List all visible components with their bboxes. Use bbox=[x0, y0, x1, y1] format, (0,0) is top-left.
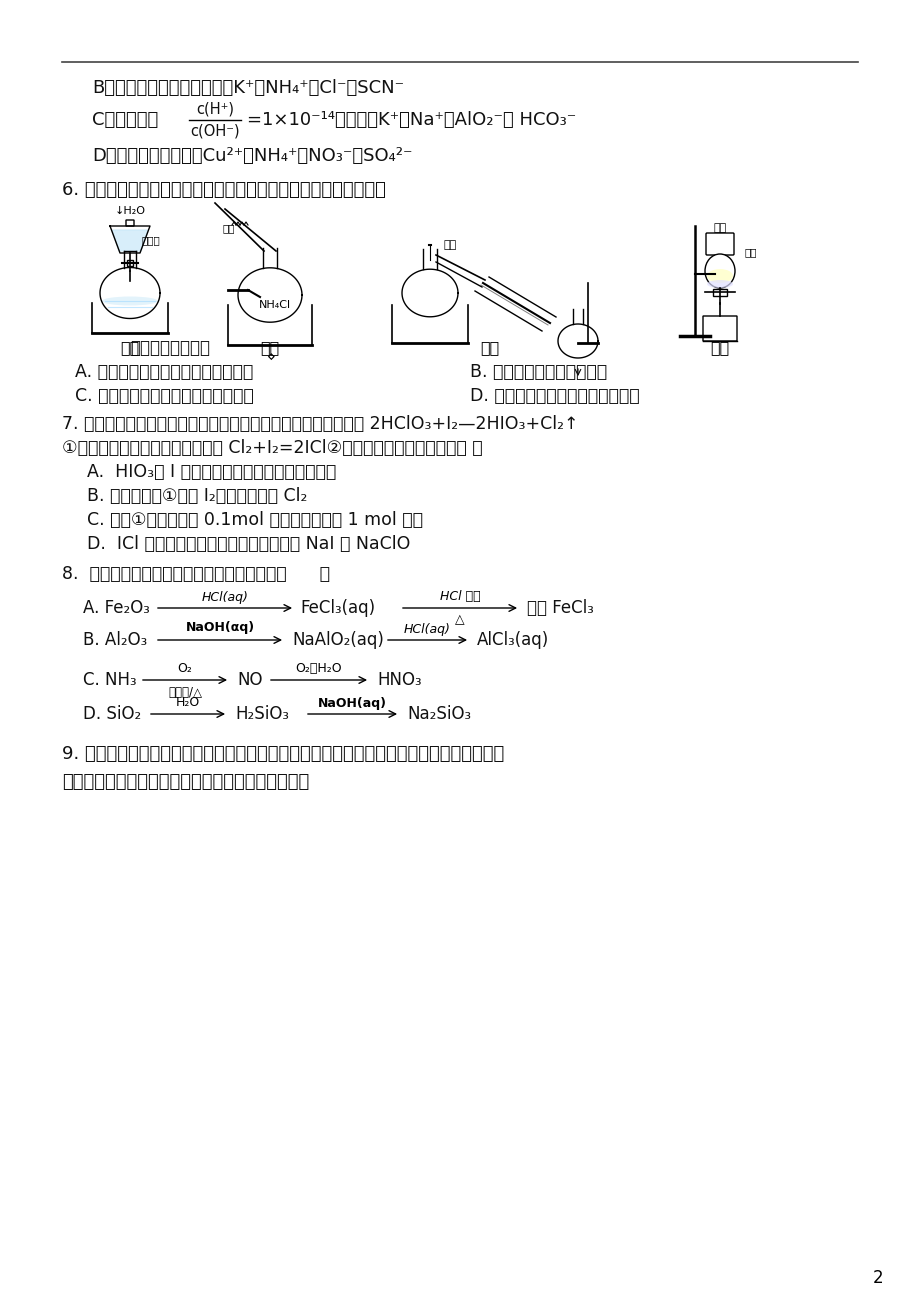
Text: NaOH(αq): NaOH(αq) bbox=[186, 621, 255, 634]
Text: 图丁: 图丁 bbox=[709, 341, 729, 355]
Text: ①，若碘单质过量，还会发生反应 Cl₂+I₂=2ICl②。下列有关说法正确的是（ ）: ①，若碘单质过量，还会发生反应 Cl₂+I₂=2ICl②。下列有关说法正确的是（… bbox=[62, 439, 482, 457]
Bar bbox=[127, 260, 133, 266]
Text: 6. 用下列实验装置和方法进行相应实验，能达到实验目的的是（）: 6. 用下列实验装置和方法进行相应实验，能达到实验目的的是（） bbox=[62, 181, 385, 199]
Text: NO: NO bbox=[237, 671, 262, 689]
Text: 棉花: 棉花 bbox=[222, 223, 234, 233]
Text: 7. 氯酸是强酸，在酸性介质中是强氧化剂，可与碘单质发生反应 2HClO₃+I₂—2HIO₃+Cl₂↑: 7. 氯酸是强酸，在酸性介质中是强氧化剂，可与碘单质发生反应 2HClO₃+I₂… bbox=[62, 415, 578, 434]
Text: 图甲: 图甲 bbox=[120, 341, 140, 355]
Text: H₂SiO₃: H₂SiO₃ bbox=[234, 704, 289, 723]
Text: O₂: O₂ bbox=[177, 663, 192, 676]
Text: C. NH₃: C. NH₃ bbox=[83, 671, 137, 689]
Text: D. 用图丁所示装置分离乙醇与乙酸: D. 用图丁所示装置分离乙醇与乙酸 bbox=[470, 387, 639, 405]
Ellipse shape bbox=[102, 297, 158, 306]
Text: A. Fe₂O₃: A. Fe₂O₃ bbox=[83, 599, 150, 617]
Text: 8.  下列物质转化在给定条件下不能实现的是（      ）: 8. 下列物质转化在给定条件下不能实现的是（ ） bbox=[62, 565, 330, 583]
Text: NaOH(aq): NaOH(aq) bbox=[317, 697, 386, 710]
Text: B. 化学方程式①表明 I₂的氧化性强于 Cl₂: B. 化学方程式①表明 I₂的氧化性强于 Cl₂ bbox=[76, 487, 307, 505]
Text: FeCl₃(aq): FeCl₃(aq) bbox=[300, 599, 375, 617]
Text: D.  ICl 在烧碱溶液中发生水解，生成物为 NaI 和 NaClO: D. ICl 在烧碱溶液中发生水解，生成物为 NaI 和 NaClO bbox=[76, 535, 410, 553]
Text: 乙醇: 乙醇 bbox=[712, 223, 726, 233]
Text: HCl(aq): HCl(aq) bbox=[201, 591, 248, 604]
FancyBboxPatch shape bbox=[702, 316, 736, 341]
Text: 止水夹: 止水夹 bbox=[142, 234, 161, 245]
Text: 2: 2 bbox=[872, 1269, 882, 1286]
Text: 图甲图乙图丙图丁: 图甲图乙图丙图丁 bbox=[130, 339, 210, 357]
Text: NaAlO₂(aq): NaAlO₂(aq) bbox=[291, 631, 383, 648]
Text: B. 用图乙所示装置制取氨气: B. 用图乙所示装置制取氨气 bbox=[470, 363, 607, 381]
Text: D．澄清透明的溶液：Cu²⁺、NH₄⁺、NO₃⁻、SO₄²⁻: D．澄清透明的溶液：Cu²⁺、NH₄⁺、NO₃⁻、SO₄²⁻ bbox=[92, 147, 412, 165]
Text: Na₂SiO₃: Na₂SiO₃ bbox=[406, 704, 471, 723]
Text: △: △ bbox=[455, 613, 464, 626]
FancyBboxPatch shape bbox=[126, 220, 134, 227]
Text: HNO₃: HNO₃ bbox=[377, 671, 421, 689]
Text: 无水 FeCl₃: 无水 FeCl₃ bbox=[527, 599, 594, 617]
Text: A. 用图甲所示方法检查装置的气密性: A. 用图甲所示方法检查装置的气密性 bbox=[75, 363, 253, 381]
Ellipse shape bbox=[706, 280, 732, 288]
Text: 图乙: 图乙 bbox=[260, 341, 279, 355]
Text: D. SiO₂: D. SiO₂ bbox=[83, 704, 142, 723]
Text: 9. 现有一瓶标签上注明为葡萄糖酸盐（钠、镁、钙、铁）的复合制剂，某同学为了确认其成: 9. 现有一瓶标签上注明为葡萄糖酸盐（钠、镁、钙、铁）的复合制剂，某同学为了确认… bbox=[62, 745, 504, 763]
Text: c(OH⁻): c(OH⁻) bbox=[190, 124, 240, 138]
Text: 乙酸: 乙酸 bbox=[744, 247, 756, 256]
Text: ↓H₂O: ↓H₂O bbox=[114, 206, 145, 216]
Text: 催化剂/△: 催化剂/△ bbox=[168, 685, 202, 698]
Text: 图丙: 图丙 bbox=[480, 341, 499, 355]
Text: C．常温下，: C．常温下， bbox=[92, 111, 158, 129]
Text: HCl(aq): HCl(aq) bbox=[403, 622, 450, 635]
Ellipse shape bbox=[704, 254, 734, 288]
Text: HCl 气流: HCl 气流 bbox=[439, 591, 480, 604]
Text: c(H⁺): c(H⁺) bbox=[196, 102, 233, 116]
Polygon shape bbox=[112, 230, 148, 251]
Text: NH₄Cl: NH₄Cl bbox=[258, 299, 290, 310]
Text: B．加入苯酚显紫色的溶液：K⁺、NH₄⁺、Cl⁻、SCN⁻: B．加入苯酚显紫色的溶液：K⁺、NH₄⁺、Cl⁻、SCN⁻ bbox=[92, 79, 403, 98]
Text: B. Al₂O₃: B. Al₂O₃ bbox=[83, 631, 147, 648]
Text: H₂O: H₂O bbox=[176, 697, 200, 710]
Text: =1×10⁻¹⁴的溶液：K⁺、Na⁺、AlO₂⁻、 HCO₃⁻: =1×10⁻¹⁴的溶液：K⁺、Na⁺、AlO₂⁻、 HCO₃⁻ bbox=[246, 111, 575, 129]
Ellipse shape bbox=[706, 270, 732, 283]
Text: A.  HIO₃是 I 元素的最高价氧化物对应的水化物: A. HIO₃是 I 元素的最高价氧化物对应的水化物 bbox=[76, 464, 335, 480]
Text: C. 用图丙所示装置分馏石油获得汽油: C. 用图丙所示装置分馏石油获得汽油 bbox=[75, 387, 254, 405]
Text: ⋄: ⋄ bbox=[266, 350, 274, 365]
Text: 石油: 石油 bbox=[443, 240, 456, 250]
FancyBboxPatch shape bbox=[705, 233, 733, 255]
Text: AlCl₃(aq): AlCl₃(aq) bbox=[476, 631, 549, 648]
Text: C. 反应①中，每形成 0.1mol 非极性键，转移 1 mol 电子: C. 反应①中，每形成 0.1mol 非极性键，转移 1 mol 电子 bbox=[76, 510, 423, 529]
Bar bbox=[712, 289, 726, 296]
Text: 分，取部分制剂作为试液，设计并完成了如下实验：: 分，取部分制剂作为试液，设计并完成了如下实验： bbox=[62, 773, 309, 792]
Text: O₂，H₂O: O₂，H₂O bbox=[295, 663, 342, 676]
